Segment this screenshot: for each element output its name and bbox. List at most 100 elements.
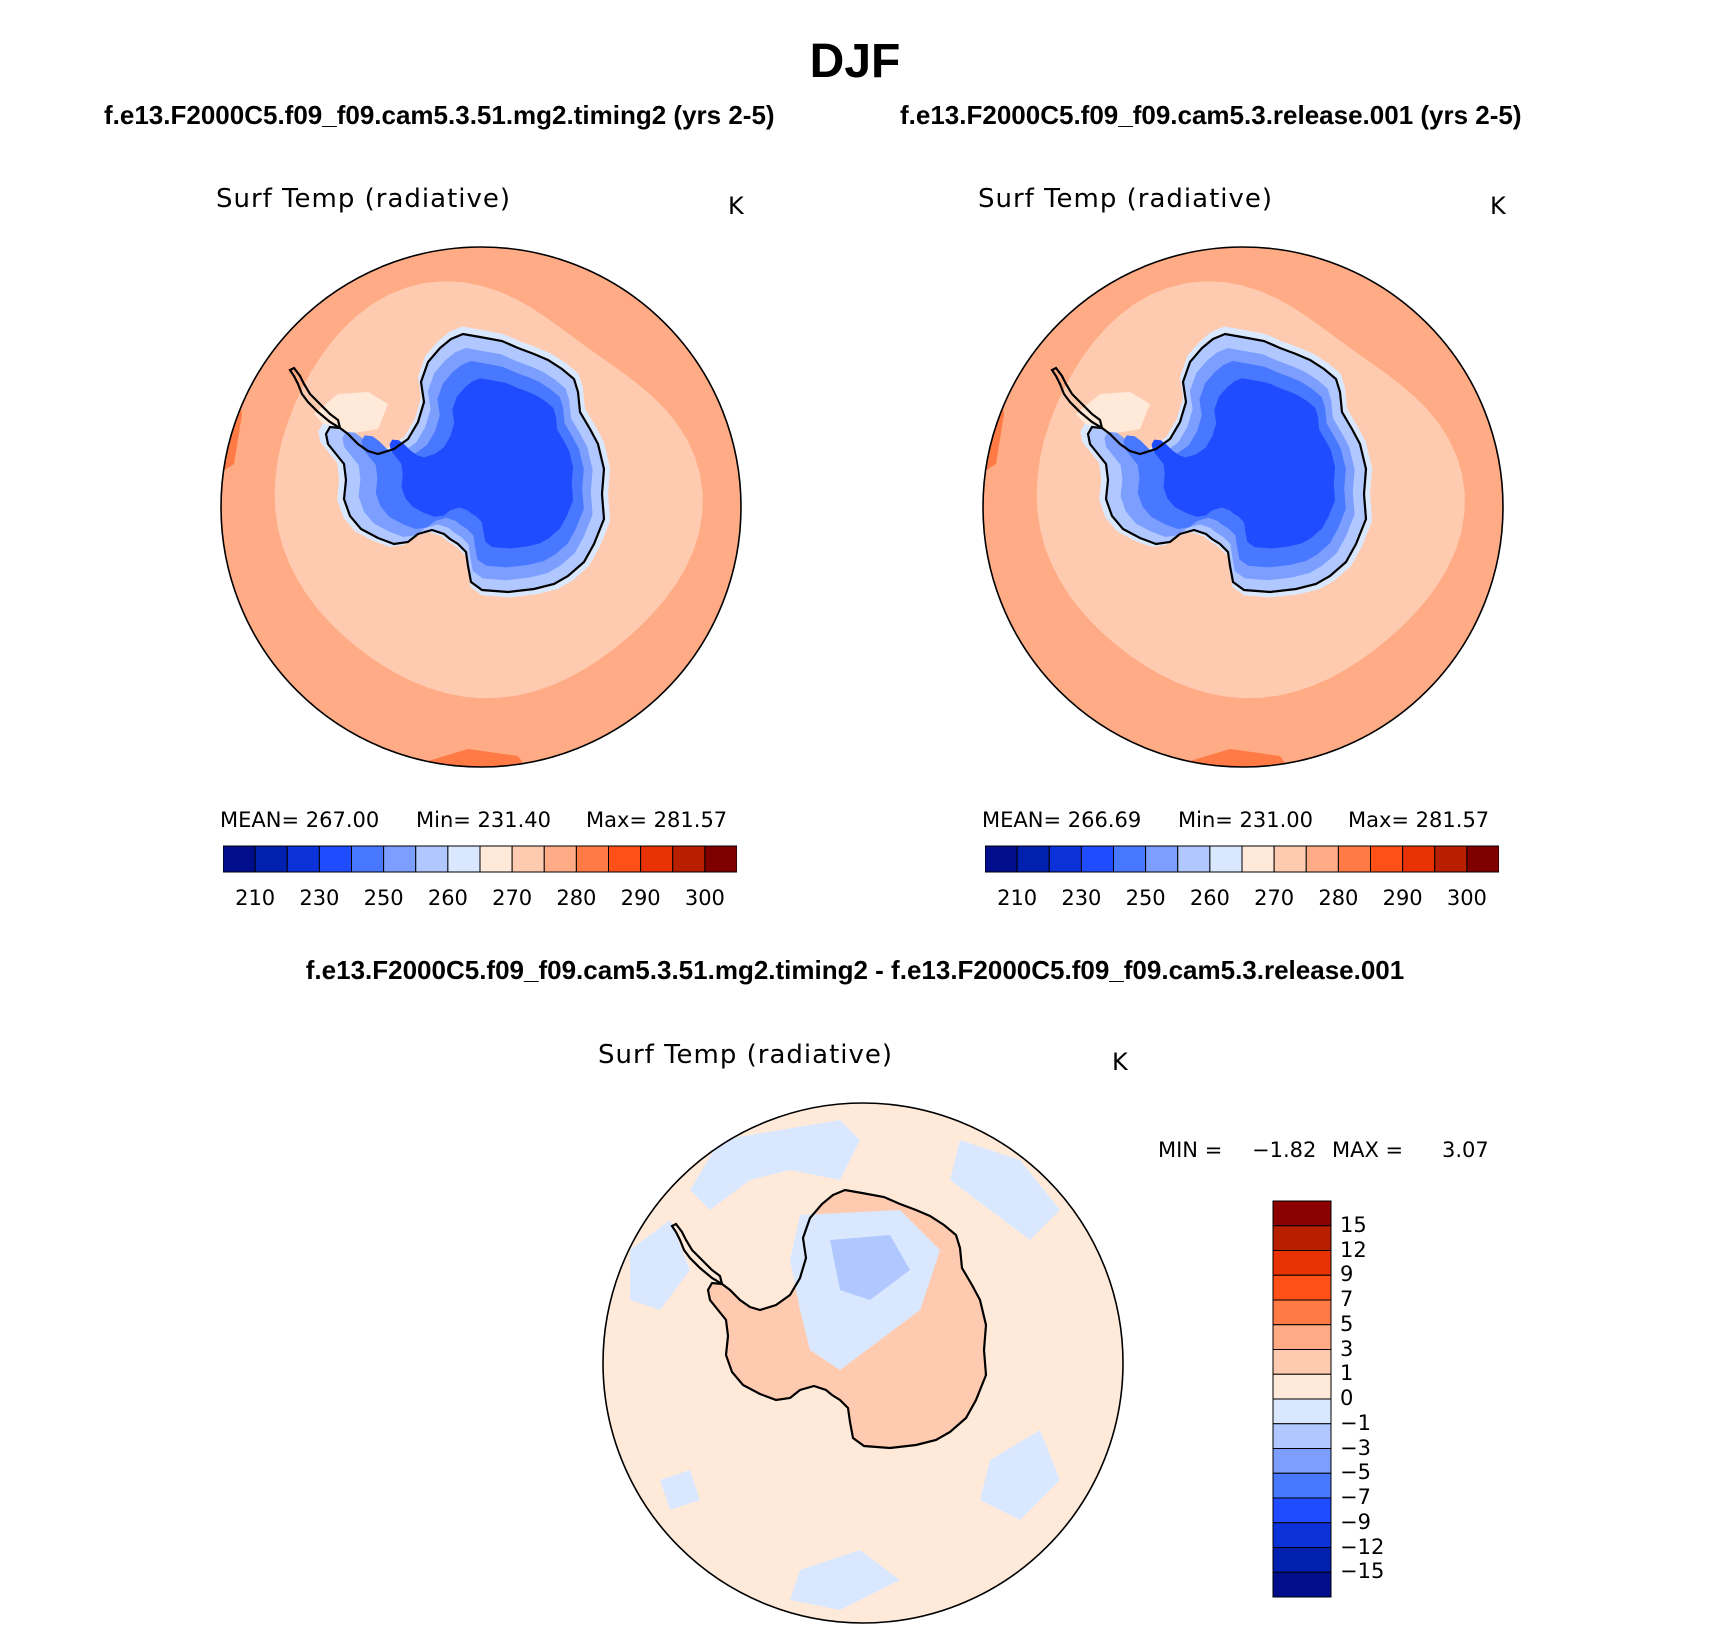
colorbar-tick-label: 270 — [492, 886, 533, 910]
difference-colorbar — [1272, 1200, 1332, 1598]
difference-colorbar-tick-label: −3 — [1340, 1435, 1371, 1460]
difference-colorbar-tick-label: 12 — [1340, 1237, 1367, 1262]
colorbar-tick-label: 300 — [1446, 886, 1487, 910]
antarctica-coastline — [324, 332, 606, 594]
colorbar-tick-label: 290 — [1382, 886, 1423, 910]
interior-negative-core — [830, 1235, 910, 1300]
colorbar-tick-label: 230 — [299, 886, 340, 910]
colorbar-box — [543, 845, 577, 873]
colorbar-tick-label: 250 — [1125, 886, 1166, 910]
map-boundary-circle — [982, 246, 1504, 768]
antarctica-coastline — [706, 1188, 988, 1450]
colorbar-box — [1402, 845, 1436, 873]
difference-colorbar-box — [1272, 1448, 1332, 1474]
colorbar-tick-label: 280 — [556, 886, 597, 910]
difference-colorbar-box — [1272, 1423, 1332, 1449]
difference-colorbar-box — [1272, 1373, 1332, 1400]
difference-colorbar-tick-label: −12 — [1340, 1534, 1385, 1559]
difference-colorbar-box — [1272, 1547, 1332, 1573]
colorbar-box — [1370, 845, 1404, 873]
panel1-mean: MEAN= 267.00 — [220, 808, 380, 832]
difference-colorbar-box — [1272, 1522, 1332, 1548]
difference-colorbar-box — [1272, 1497, 1332, 1524]
panel2-variable-label: Surf Temp (radiative) — [978, 184, 1274, 214]
difference-colorbar-box — [1272, 1472, 1332, 1499]
colorbar-box — [223, 845, 256, 873]
panel1-min: Min= 231.40 — [416, 808, 552, 832]
difference-colorbar-tick-label: 1 — [1340, 1361, 1354, 1386]
panel2-unit-label: K — [1490, 192, 1506, 220]
difference-colorbar-box — [1272, 1274, 1332, 1301]
difference-max-label: MAX = — [1332, 1138, 1404, 1162]
negative-anomaly-region — [660, 1470, 700, 1510]
antarctica-coastline — [1086, 332, 1368, 594]
difference-colorbar-tick-label: −7 — [1340, 1485, 1371, 1509]
colorbar-box — [1305, 845, 1339, 873]
ice-deep-zone — [1151, 378, 1336, 549]
peninsula-coastline — [1050, 366, 1104, 431]
colorbar-box — [479, 845, 513, 873]
colorbar-tick-label: 230 — [1061, 886, 1102, 910]
difference-colorbar-tick-label: 7 — [1340, 1287, 1354, 1311]
colorbar-box — [575, 845, 610, 873]
colorbar-box — [1466, 845, 1499, 873]
difference-colorbar-tick-label: 9 — [1340, 1262, 1354, 1287]
colorbar-box — [383, 845, 417, 873]
negative-anomaly-region — [690, 1120, 860, 1210]
difference-colorbar-box — [1272, 1398, 1332, 1425]
colorbar-box — [1113, 845, 1147, 873]
colorbar-tick-label: 250 — [363, 886, 404, 910]
colorbar-box — [415, 845, 449, 873]
colorbar-tick-label: 210 — [235, 886, 276, 910]
difference-colorbar-tick-label: 0 — [1340, 1386, 1354, 1410]
colorbar-box — [985, 845, 1018, 873]
difference-colorbar-box — [1272, 1571, 1332, 1598]
colorbar-tick-label: 300 — [684, 886, 725, 910]
panel2-min: Min= 231.00 — [1178, 808, 1314, 832]
difference-colorbar-tick-label: −15 — [1340, 1559, 1385, 1584]
colorbar-box — [1016, 845, 1050, 873]
difference-polar-map — [602, 1102, 1124, 1624]
colorbar-box — [254, 845, 288, 873]
map-boundary-circle — [220, 246, 742, 768]
colorbar-box — [1080, 845, 1115, 873]
difference-colorbar-box — [1272, 1299, 1332, 1326]
negative-anomaly-region — [950, 1140, 1060, 1240]
peninsula-coastline — [670, 1222, 724, 1287]
colorbar-tick-label: 270 — [1254, 886, 1295, 910]
panel1-colorbar — [223, 845, 737, 873]
panel1-unit-label: K — [728, 192, 744, 220]
colorbar-box — [640, 845, 674, 873]
panel2-max: Max= 281.57 — [1348, 808, 1490, 832]
difference-max-value: 3.07 — [1442, 1138, 1489, 1162]
difference-colorbar-tick-label: 3 — [1340, 1336, 1354, 1361]
difference-colorbar-tick-label: −1 — [1340, 1410, 1371, 1435]
colorbar-box — [286, 845, 320, 873]
figure-title: DJF — [809, 35, 901, 88]
colorbar-tick-label: 280 — [1318, 886, 1359, 910]
difference-colorbar-box — [1272, 1324, 1332, 1350]
negative-anomaly-region — [790, 1550, 900, 1610]
panel1-variable-label: Surf Temp (radiative) — [216, 184, 512, 214]
colorbar-box — [447, 845, 481, 873]
colorbar-tick-label: 210 — [997, 886, 1038, 910]
difference-colorbar-box — [1272, 1200, 1332, 1227]
colorbar-tick-label: 260 — [427, 886, 468, 910]
ice-deep-zone — [389, 378, 574, 549]
colorbar-box — [608, 845, 642, 873]
colorbar-tick-label: 290 — [620, 886, 661, 910]
colorbar-box — [1434, 845, 1468, 873]
difference-title: f.e13.F2000C5.f09_f09.cam5.3.51.mg2.timi… — [305, 955, 1405, 985]
panel1-polar-map — [220, 246, 742, 768]
difference-colorbar-tick-label: 5 — [1340, 1311, 1354, 1336]
colorbar-box — [1177, 845, 1211, 873]
difference-min-value: −1.82 — [1252, 1138, 1317, 1162]
panel2-polar-map — [982, 246, 1504, 768]
colorbar-box — [704, 845, 737, 873]
panel2-case-title: f.e13.F2000C5.f09_f09.cam5.3.release.001… — [900, 100, 1522, 130]
panel1-max: Max= 281.57 — [586, 808, 728, 832]
colorbar-box — [511, 845, 545, 873]
colorbar-box — [1209, 845, 1243, 873]
peninsula-coastline — [288, 366, 342, 431]
difference-unit-label: K — [1112, 1048, 1128, 1076]
